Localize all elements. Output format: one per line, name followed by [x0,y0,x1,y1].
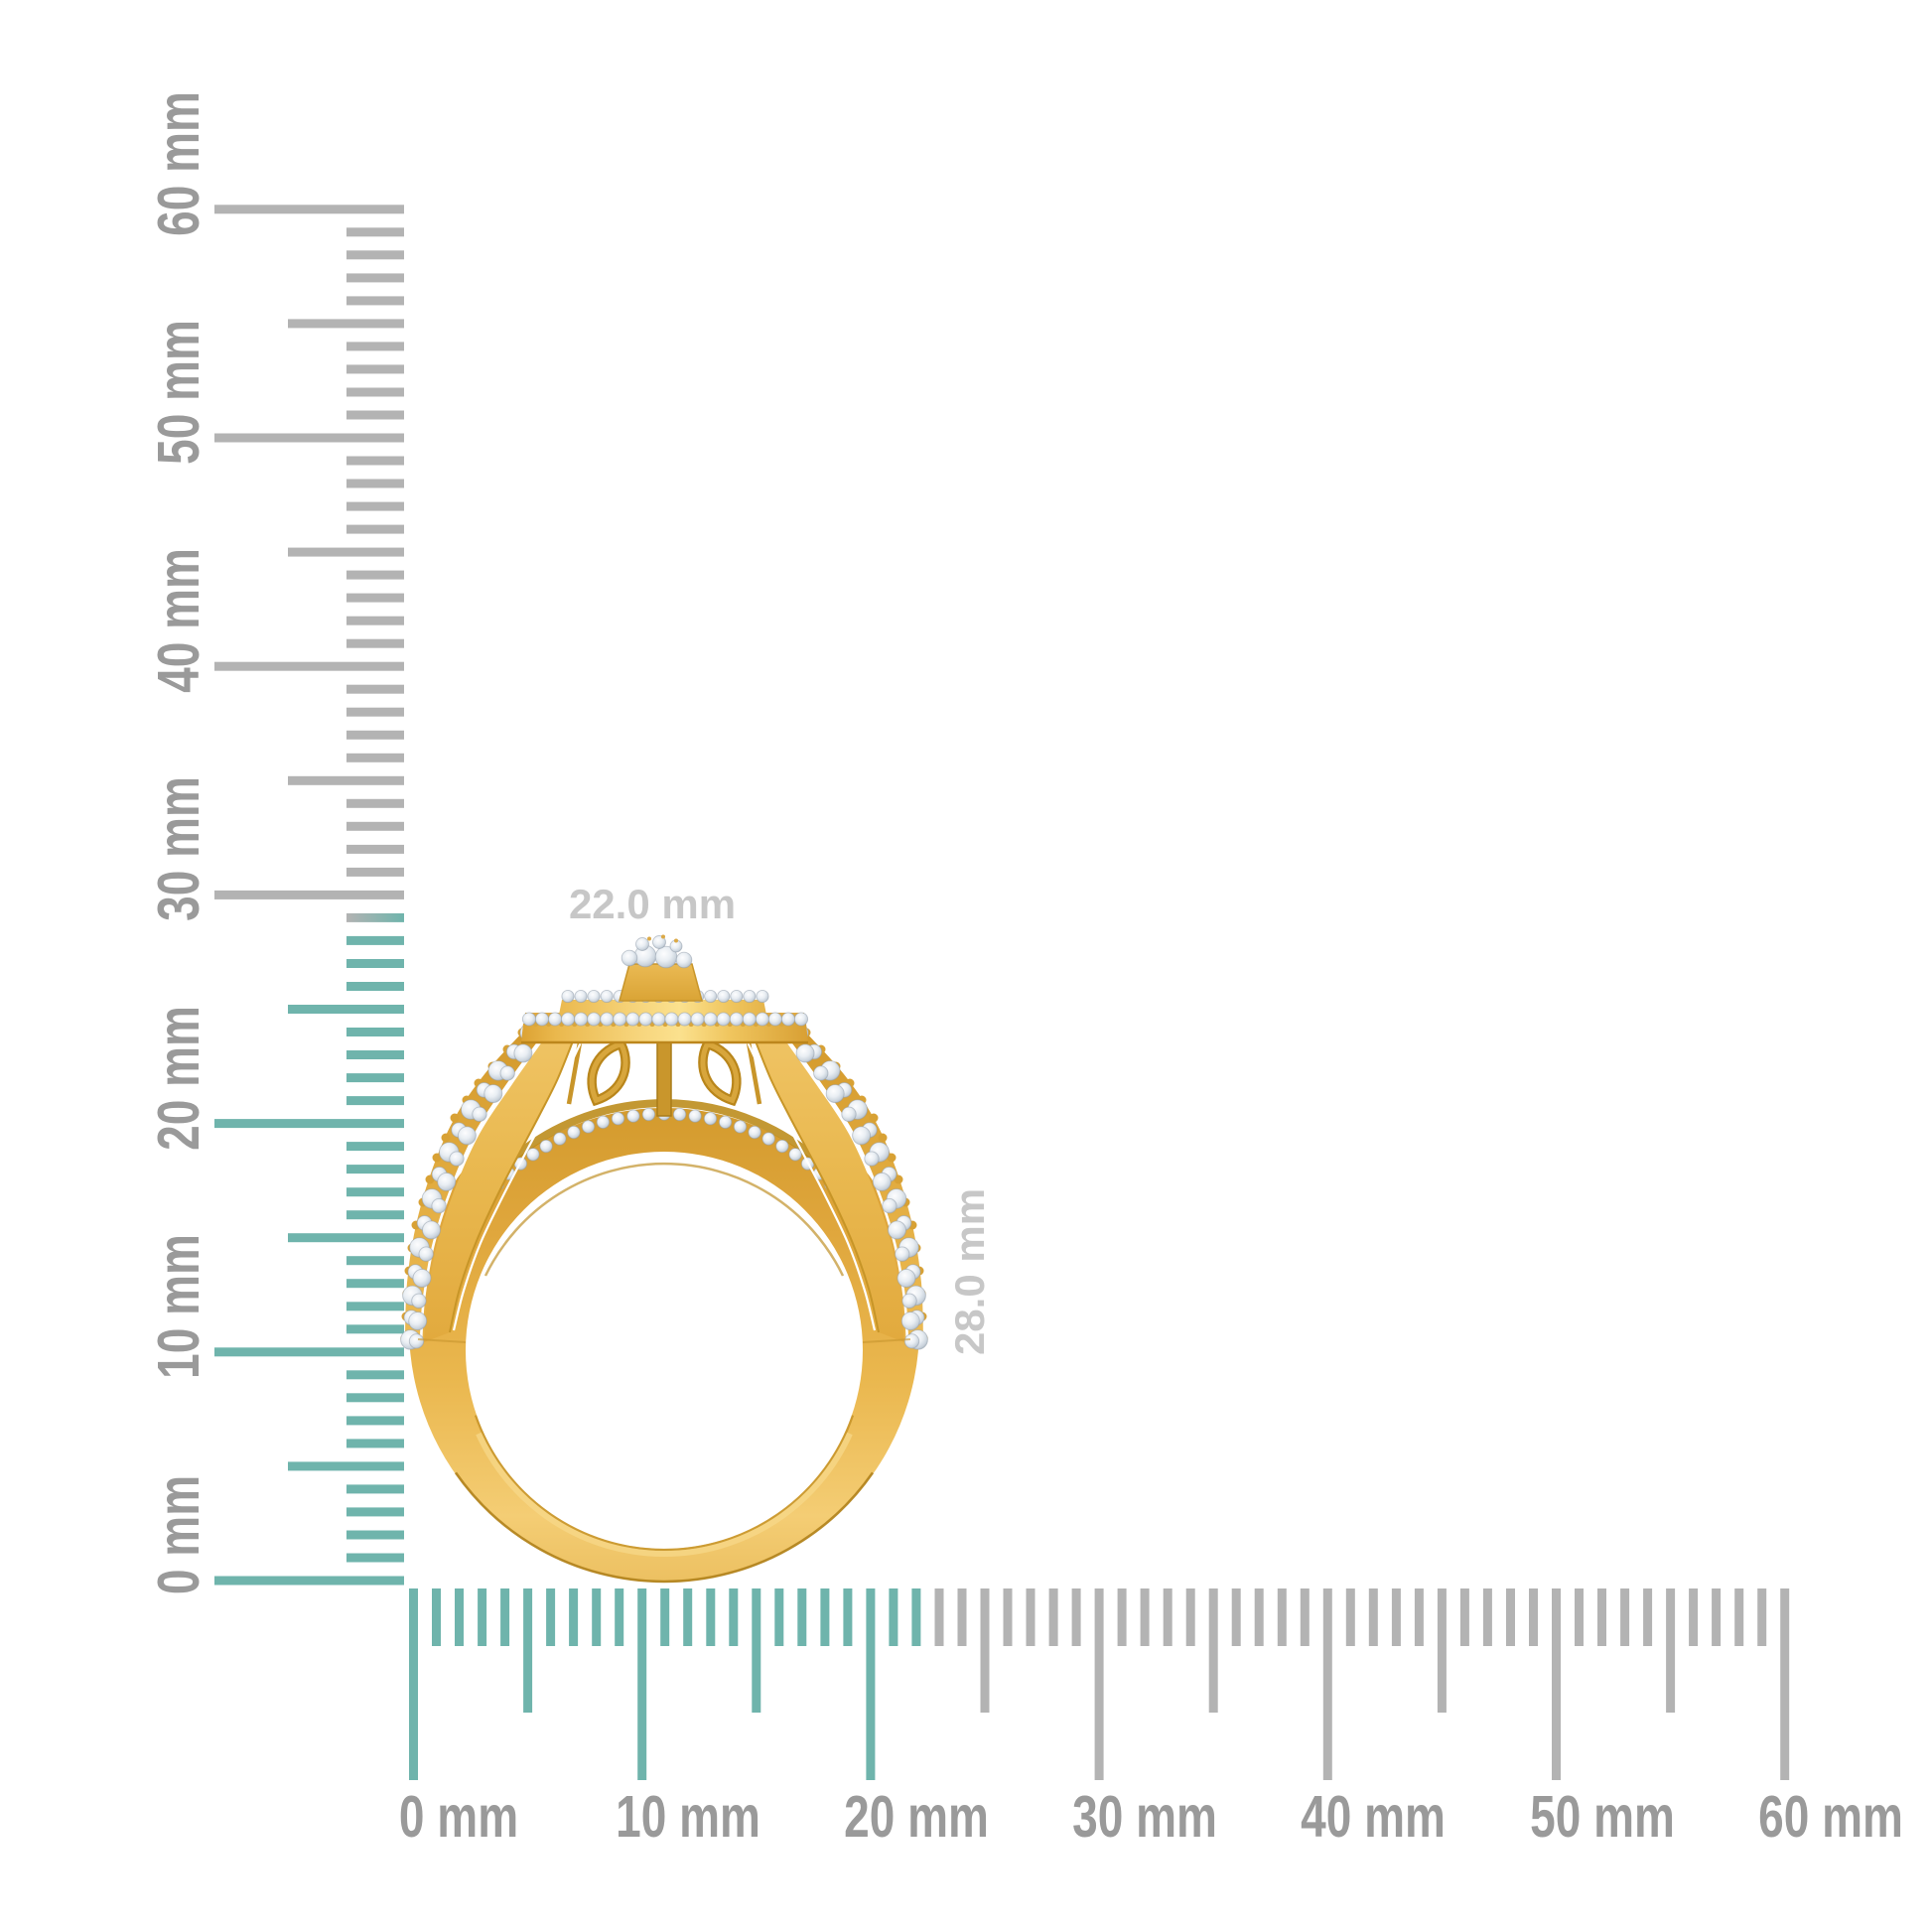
svg-text:22.0 mm: 22.0 mm [569,881,736,927]
svg-text:40 mm: 40 mm [147,548,212,693]
svg-text:10 mm: 10 mm [147,1234,212,1379]
svg-text:60 mm: 60 mm [1758,1785,1903,1851]
svg-text:10 mm: 10 mm [616,1785,760,1851]
svg-text:60 mm: 60 mm [147,91,212,236]
svg-text:0 mm: 0 mm [147,1475,212,1594]
svg-text:30 mm: 30 mm [147,776,212,921]
svg-text:20 mm: 20 mm [147,1006,212,1151]
svg-text:0 mm: 0 mm [399,1785,518,1851]
svg-text:30 mm: 30 mm [1072,1785,1217,1851]
svg-text:28.0 mm: 28.0 mm [946,1188,993,1355]
svg-text:20 mm: 20 mm [844,1785,989,1851]
svg-text:50 mm: 50 mm [1530,1785,1675,1851]
svg-text:50 mm: 50 mm [147,320,212,465]
svg-text:40 mm: 40 mm [1301,1785,1446,1851]
